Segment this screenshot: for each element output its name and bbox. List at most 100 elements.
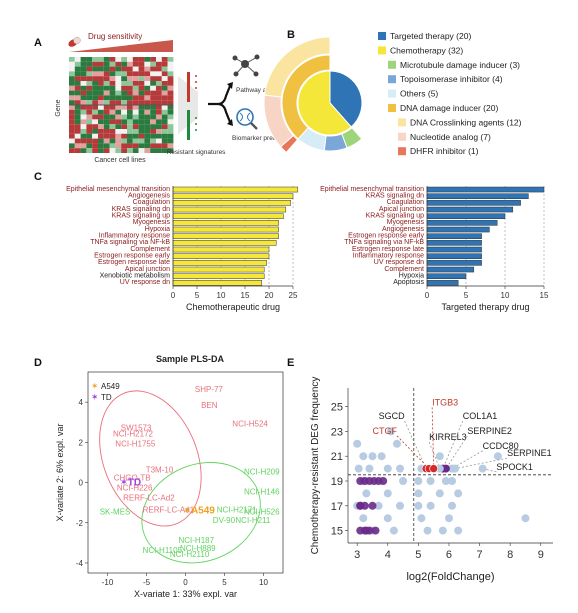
bar bbox=[426, 206, 514, 213]
bar-category-label: KRAS signaling up bbox=[366, 213, 424, 220]
panel-c-label: C bbox=[34, 171, 42, 183]
data-point-purple bbox=[368, 501, 377, 510]
heatmap-cell bbox=[121, 76, 127, 81]
annotation-connector bbox=[445, 435, 468, 469]
heatmap-cell bbox=[144, 114, 151, 120]
heatmap-cell bbox=[161, 71, 168, 77]
data-point bbox=[454, 526, 463, 535]
data-point bbox=[359, 452, 368, 461]
heatmap-cell bbox=[74, 105, 81, 110]
panel-a: Drug sensitivity Gene Cancer cell lines … bbox=[55, 32, 292, 164]
heatmap-cell bbox=[144, 124, 151, 129]
heatmap-cell bbox=[109, 95, 116, 101]
td-star-icon: ✶ bbox=[120, 478, 128, 489]
heatmap-cell bbox=[127, 148, 133, 153]
heatmap-cell bbox=[121, 148, 127, 153]
heatmap-cell bbox=[103, 138, 110, 144]
heatmap-cell bbox=[103, 85, 110, 91]
heatmap-cell bbox=[156, 133, 162, 139]
heatmap-cell bbox=[80, 143, 87, 149]
heatmap-cell bbox=[74, 76, 81, 81]
heatmap-cell bbox=[161, 105, 168, 110]
heatmap-cell bbox=[167, 85, 174, 91]
heatmap-cell bbox=[115, 114, 122, 120]
pill-icon bbox=[68, 36, 81, 47]
data-point bbox=[426, 477, 435, 485]
y-tick-label: 2 bbox=[79, 438, 84, 447]
x-tick-label: 4 bbox=[385, 549, 391, 561]
heatmap-cell bbox=[69, 138, 75, 144]
panel-d-label: D bbox=[34, 357, 42, 369]
heatmap-cell bbox=[167, 109, 174, 115]
green-sample-label: DV-90 bbox=[213, 516, 236, 525]
heatmap-cell bbox=[92, 81, 98, 86]
heatmap-cell bbox=[132, 81, 139, 86]
heatmap-cell bbox=[121, 90, 127, 96]
data-point bbox=[368, 452, 377, 461]
heatmap-cell bbox=[103, 66, 110, 72]
heatmap-cell bbox=[86, 81, 93, 86]
red-sample-label: CHGO-TB bbox=[114, 474, 151, 483]
heatmap-cell bbox=[144, 100, 151, 105]
expression-heatmap bbox=[69, 57, 174, 153]
heatmap-cell bbox=[161, 95, 168, 101]
heatmap-cell bbox=[92, 138, 98, 144]
heatmap-cell bbox=[150, 100, 156, 105]
pathway-analysis-label: Pathway analysis bbox=[236, 87, 287, 94]
heatmap-cell bbox=[121, 71, 127, 77]
data-point bbox=[414, 489, 423, 498]
bar bbox=[426, 280, 459, 286]
gene-axis-label: Gene bbox=[55, 99, 62, 116]
chart-title: Sample PLS-DA bbox=[156, 354, 225, 364]
heatmap-cell bbox=[150, 85, 156, 91]
plsda-scatter: Sample PLS-DASHP-77BENNCI-H524SW1573NCI-… bbox=[55, 354, 284, 599]
bar-category-label: Hypoxia bbox=[399, 273, 424, 280]
network-icon bbox=[232, 54, 260, 77]
heatmap-cell bbox=[69, 66, 75, 72]
green-sample-label: SK-MES bbox=[100, 508, 131, 517]
x-tick-label: 20 bbox=[265, 291, 274, 300]
heatmap-cell bbox=[98, 61, 104, 67]
green-sample-label: NCI-H146 bbox=[244, 488, 280, 497]
legend-swatch bbox=[398, 118, 406, 127]
heatmap-cell bbox=[92, 105, 98, 110]
heatmap-cell bbox=[109, 133, 116, 139]
legend-label: Others (5) bbox=[400, 89, 438, 99]
heatmap-cell bbox=[80, 119, 87, 125]
heatmap-cell bbox=[138, 109, 145, 115]
data-point bbox=[414, 477, 423, 485]
heatmap-cell bbox=[132, 148, 139, 153]
heatmap-cell bbox=[132, 66, 139, 72]
heatmap-cell bbox=[98, 105, 104, 110]
heatmap-cell bbox=[150, 71, 156, 77]
x-tick-label: 15 bbox=[540, 291, 549, 300]
panel-e-label: E bbox=[287, 357, 294, 369]
heatmap-cell bbox=[74, 119, 81, 125]
heatmap-cell bbox=[167, 138, 174, 144]
heatmap-cell bbox=[74, 138, 81, 144]
bar-category-label: Inflammatory response bbox=[353, 253, 424, 260]
heatmap-cell bbox=[121, 105, 127, 110]
heatmap-cell bbox=[150, 138, 156, 144]
heatmap-cell bbox=[92, 76, 98, 81]
heatmap-cell bbox=[98, 119, 104, 125]
heatmap-cell bbox=[103, 129, 110, 134]
heatmap-cell bbox=[115, 148, 122, 153]
heatmap-cell bbox=[132, 100, 139, 105]
green-sample-label: NCI-H2171 bbox=[217, 506, 258, 515]
heatmap-cell bbox=[127, 71, 133, 77]
heatmap-cell bbox=[167, 133, 174, 139]
heatmap-cell bbox=[92, 95, 98, 101]
heatmap-cell bbox=[115, 133, 122, 139]
heatmap-cell bbox=[74, 148, 81, 153]
annotation-connector bbox=[428, 441, 441, 469]
heatmap-cell bbox=[161, 81, 168, 86]
heatmap-cell bbox=[127, 129, 133, 134]
heatmap-cell bbox=[115, 81, 122, 86]
heatmap-cell bbox=[115, 105, 122, 110]
x-tick-label: -5 bbox=[143, 578, 151, 587]
heatmap-cell bbox=[74, 109, 81, 115]
heatmap-cell bbox=[92, 90, 98, 96]
td-marker-label: TD bbox=[128, 478, 141, 489]
